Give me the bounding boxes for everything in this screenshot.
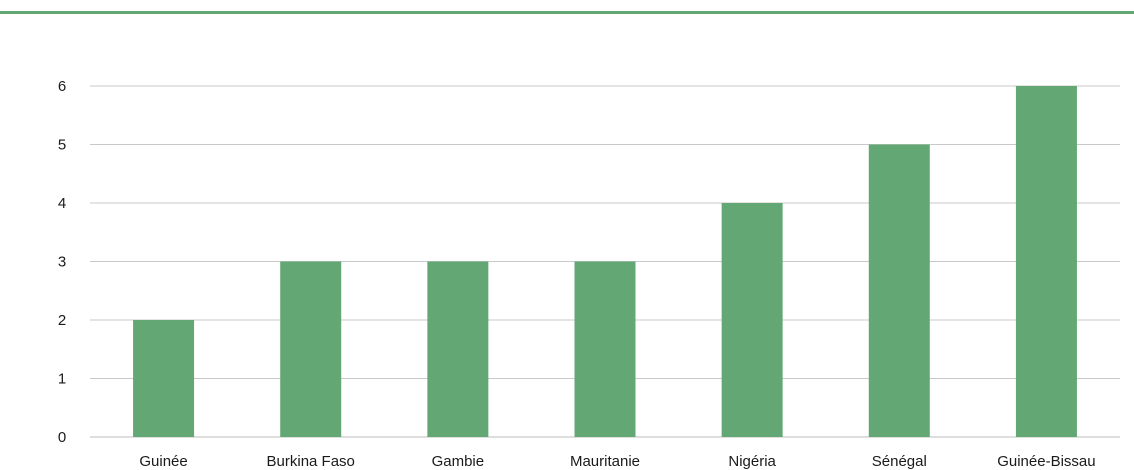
- y-tick-label: 5: [58, 137, 66, 154]
- bar: [721, 203, 783, 437]
- x-tick-label: Nigéria: [728, 453, 776, 470]
- x-tick-label: Mauritanie: [570, 453, 640, 470]
- y-axis-ticks: 0 1 2 3 4 5 6: [58, 78, 66, 446]
- y-tick-label: 2: [58, 312, 66, 329]
- x-tick-label: Sénégal: [872, 453, 927, 470]
- bar: [427, 261, 489, 437]
- x-axis-ticks: Guinée Burkina Faso Gambie Mauritanie Nigéri…: [139, 453, 1095, 470]
- y-tick-label: 1: [58, 371, 66, 388]
- y-tick-label: 0: [58, 429, 66, 446]
- y-tick-label: 4: [58, 195, 66, 212]
- x-tick-label: Guinée: [139, 453, 187, 470]
- bar: [868, 144, 930, 437]
- bar: [133, 320, 195, 437]
- y-tick-label: 6: [58, 78, 66, 95]
- x-tick-label: Guinée-Bissau: [997, 453, 1095, 470]
- x-tick-label: Gambie: [432, 453, 485, 470]
- bar: [1015, 86, 1077, 437]
- x-tick-label: Burkina Faso: [267, 453, 355, 470]
- bar: [574, 261, 636, 437]
- gridlines: [90, 85, 1120, 438]
- bar: [280, 261, 342, 437]
- y-tick-label: 3: [58, 254, 66, 271]
- top-accent-rule: [0, 11, 1134, 14]
- bars: [133, 86, 1077, 437]
